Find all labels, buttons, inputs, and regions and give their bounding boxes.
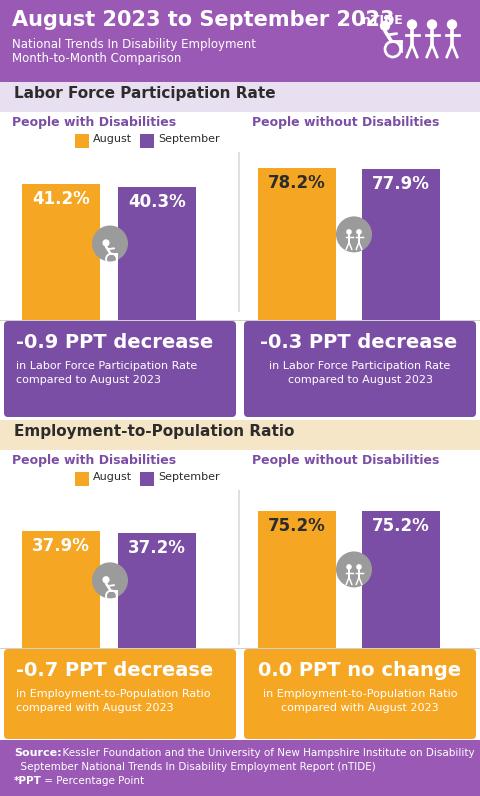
Circle shape [102,576,109,583]
Bar [362,169,440,320]
Circle shape [407,19,417,29]
Circle shape [447,19,457,29]
Text: compared with August 2023: compared with August 2023 [16,703,174,713]
Text: -0.9 PPT decrease: -0.9 PPT decrease [16,333,213,352]
Circle shape [92,562,128,599]
FancyBboxPatch shape [4,649,236,739]
Text: compared with August 2023: compared with August 2023 [281,703,439,713]
Text: in Labor Force Participation Rate: in Labor Force Participation Rate [16,361,197,371]
Text: 75.2%: 75.2% [372,517,430,535]
FancyBboxPatch shape [244,649,476,739]
Text: 40.3%: 40.3% [128,193,186,211]
Bar [258,168,336,320]
Text: National Trends In Disability Employment: National Trends In Disability Employment [12,38,256,51]
Text: People without Disabilities: People without Disabilities [252,454,439,467]
Circle shape [380,21,390,31]
Bar [0,320,480,321]
Bar [362,511,440,648]
Text: People with Disabilities: People with Disabilities [12,454,176,467]
Text: in Labor Force Participation Rate: in Labor Force Participation Rate [269,361,451,371]
Text: 75.2%: 75.2% [268,517,326,535]
Bar [0,112,480,420]
Text: Employment-to-Population Ratio: Employment-to-Population Ratio [14,424,294,439]
Bar [0,648,480,649]
Bar [0,740,480,796]
Text: 77.9%: 77.9% [372,175,430,193]
Bar [238,490,240,645]
Text: Month-to-Month Comparison: Month-to-Month Comparison [12,52,181,65]
Circle shape [356,229,362,235]
Text: -0.3 PPT decrease: -0.3 PPT decrease [260,333,457,352]
Text: People without Disabilities: People without Disabilities [252,116,439,129]
Bar [75,134,89,148]
Text: August: August [93,134,132,144]
FancyBboxPatch shape [4,321,236,417]
Text: September National Trends In Disability Employment Report (nTIDE): September National Trends In Disability … [14,762,376,772]
Circle shape [427,19,437,29]
Bar [140,472,154,486]
FancyBboxPatch shape [244,321,476,417]
Bar [75,472,89,486]
Bar [258,511,336,648]
Text: compared to August 2023: compared to August 2023 [288,375,432,385]
Bar [140,134,154,148]
Circle shape [92,225,128,262]
Circle shape [336,552,372,587]
Text: nTIDE: nTIDE [362,14,403,27]
Text: September: September [158,134,220,144]
Bar [22,184,100,320]
Text: September: September [158,472,220,482]
Circle shape [346,229,352,235]
Text: 37.2%: 37.2% [128,539,186,556]
Bar [238,152,240,312]
Text: August 2023 to September 2023: August 2023 to September 2023 [12,10,395,30]
Text: 0.0 PPT no change: 0.0 PPT no change [258,661,462,680]
Text: Labor Force Participation Rate: Labor Force Participation Rate [14,86,276,101]
Text: August: August [93,472,132,482]
Text: in Employment-to-Population Ratio: in Employment-to-Population Ratio [16,689,211,699]
Text: in Employment-to-Population Ratio: in Employment-to-Population Ratio [263,689,457,699]
Text: = Percentage Point: = Percentage Point [41,776,144,786]
Text: Source:: Source: [14,748,61,758]
Bar [0,420,480,450]
Bar [118,533,196,648]
Circle shape [336,217,372,252]
Text: People with Disabilities: People with Disabilities [12,116,176,129]
Bar [0,82,480,112]
Text: *PPT: *PPT [14,776,42,786]
Bar [22,530,100,648]
Circle shape [356,564,362,570]
Circle shape [346,564,352,570]
Text: -0.7 PPT decrease: -0.7 PPT decrease [16,661,213,680]
Bar [0,0,480,82]
Circle shape [102,240,109,247]
Text: 37.9%: 37.9% [32,537,90,555]
Text: 41.2%: 41.2% [32,190,90,208]
Text: Kessler Foundation and the University of New Hampshire Institute on Disability: Kessler Foundation and the University of… [56,748,475,758]
Bar [118,187,196,320]
Bar [0,450,480,738]
Text: 78.2%: 78.2% [268,174,326,192]
Text: compared to August 2023: compared to August 2023 [16,375,161,385]
